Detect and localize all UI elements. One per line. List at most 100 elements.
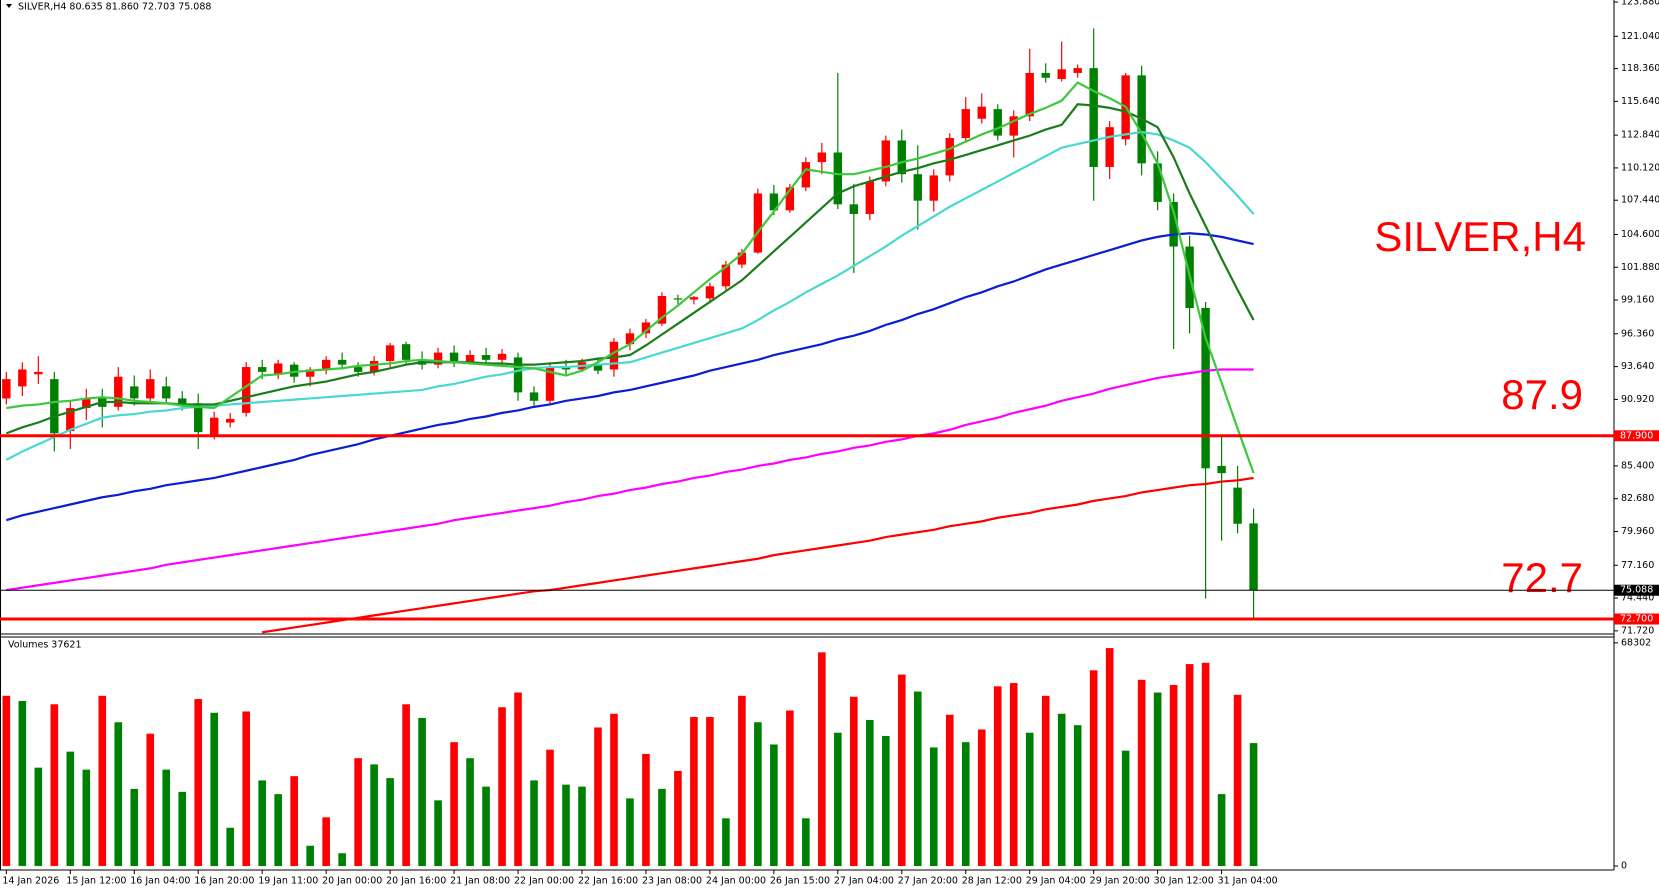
volume-bar bbox=[786, 710, 794, 866]
candle-body bbox=[210, 417, 219, 435]
y-tick-label: 77.160 bbox=[1621, 560, 1654, 571]
volume-bar bbox=[945, 714, 954, 866]
volume-bar bbox=[130, 788, 139, 866]
x-tick-label: 24 Jan 00:00 bbox=[706, 876, 766, 887]
volume-bar bbox=[514, 692, 522, 866]
volume-bar bbox=[626, 798, 634, 866]
x-tick-label: 19 Jan 11:00 bbox=[258, 876, 318, 887]
candle-body bbox=[497, 353, 507, 360]
y-tick-label: 93.640 bbox=[1621, 361, 1654, 372]
volume-bar bbox=[498, 707, 506, 866]
candle-body bbox=[178, 398, 187, 406]
candle-body bbox=[689, 297, 699, 300]
candle-body bbox=[1025, 72, 1034, 117]
x-tick-label: 31 Jan 04:00 bbox=[1218, 876, 1278, 887]
x-tick-label: 21 Jan 08:00 bbox=[450, 876, 510, 887]
candle-body bbox=[865, 181, 875, 214]
candle-body bbox=[242, 367, 251, 413]
volume-bar bbox=[194, 699, 203, 866]
candle-body bbox=[1105, 127, 1114, 167]
volume-bar bbox=[386, 778, 394, 866]
candle-body bbox=[162, 386, 171, 399]
candle-body bbox=[641, 322, 651, 334]
volume-bar bbox=[1089, 670, 1098, 866]
candle-body bbox=[625, 333, 635, 345]
y-tick-label: 99.160 bbox=[1621, 295, 1654, 306]
x-tick-label: 14 Jan 2026 bbox=[2, 876, 59, 887]
volume-bar bbox=[866, 719, 874, 866]
moving-average bbox=[262, 476, 1254, 634]
volume-bar bbox=[242, 711, 250, 866]
candle-body bbox=[593, 364, 603, 371]
x-tick-label: 23 Jan 08:00 bbox=[642, 876, 702, 887]
moving-average bbox=[5, 130, 1255, 461]
candle-body bbox=[705, 286, 715, 299]
volume-bar bbox=[834, 732, 842, 866]
volume-bar bbox=[226, 827, 235, 866]
candle-body bbox=[1153, 163, 1162, 202]
volume-bar bbox=[178, 791, 187, 866]
volume-bar bbox=[1201, 662, 1210, 866]
volume-bar bbox=[354, 758, 362, 866]
volume-bar bbox=[929, 747, 938, 866]
candle-body bbox=[1217, 465, 1226, 474]
volume-bar bbox=[754, 722, 762, 866]
x-tick-label: 28 Jan 12:00 bbox=[962, 876, 1022, 887]
volume-bar bbox=[98, 695, 107, 866]
volume-bar bbox=[530, 780, 538, 866]
candle-body bbox=[18, 369, 27, 387]
volume-bar bbox=[338, 853, 346, 866]
candle-body bbox=[433, 352, 443, 365]
candle-body bbox=[114, 376, 123, 407]
volume-bar bbox=[1057, 713, 1066, 866]
candle-body bbox=[401, 344, 411, 360]
candle-body bbox=[1057, 69, 1066, 79]
candle-body bbox=[146, 379, 155, 399]
volume-bar bbox=[1009, 683, 1018, 866]
candle-body bbox=[657, 295, 667, 324]
y-tick-label: 107.440 bbox=[1621, 195, 1659, 206]
volume-bar bbox=[258, 780, 266, 866]
y-tick-label: 104.600 bbox=[1621, 229, 1659, 240]
volume-bar bbox=[1105, 648, 1114, 866]
y-tick-label: 96.360 bbox=[1621, 328, 1654, 339]
x-tick-label: 26 Jan 15:00 bbox=[770, 876, 830, 887]
volume-bar bbox=[2, 695, 11, 866]
candle-body bbox=[2, 379, 11, 399]
volume-tick-label: 68302 bbox=[1621, 637, 1651, 648]
y-tick-label: 115.640 bbox=[1621, 96, 1659, 107]
candle-body bbox=[1249, 523, 1258, 591]
volume-bar bbox=[850, 696, 858, 866]
candle-body bbox=[833, 152, 843, 205]
x-tick-label: 27 Jan 04:00 bbox=[834, 876, 894, 887]
volume-bar bbox=[18, 701, 27, 866]
volume-bar bbox=[913, 691, 922, 866]
candle-body bbox=[465, 355, 475, 363]
x-tick-label: 22 Jan 16:00 bbox=[578, 876, 638, 887]
volume-bar bbox=[818, 652, 826, 866]
header-icon bbox=[6, 4, 12, 8]
volume-bar bbox=[658, 788, 666, 866]
candle-body bbox=[34, 371, 43, 375]
volume-bar bbox=[1121, 750, 1130, 866]
candle-body bbox=[1233, 487, 1242, 524]
level-label: 87.900 bbox=[1620, 430, 1653, 441]
volume-bar bbox=[977, 729, 986, 866]
x-tick-label: 16 Jan 04:00 bbox=[130, 876, 190, 887]
candle-body bbox=[721, 264, 731, 287]
y-tick-label: 79.960 bbox=[1621, 526, 1654, 537]
candle-body bbox=[1073, 68, 1082, 73]
candle-body bbox=[66, 408, 75, 431]
candle-body bbox=[1089, 68, 1098, 167]
candle-body bbox=[993, 109, 1002, 136]
volume-bar bbox=[1025, 732, 1034, 866]
level-annotation: 87.9 bbox=[1501, 371, 1583, 418]
candle-body bbox=[945, 138, 954, 176]
candle-body bbox=[561, 367, 571, 370]
volume-bar bbox=[290, 776, 298, 866]
candle-body bbox=[673, 298, 683, 300]
volume-bar bbox=[610, 713, 618, 866]
volume-bar bbox=[162, 769, 171, 866]
candle-body bbox=[737, 252, 747, 265]
